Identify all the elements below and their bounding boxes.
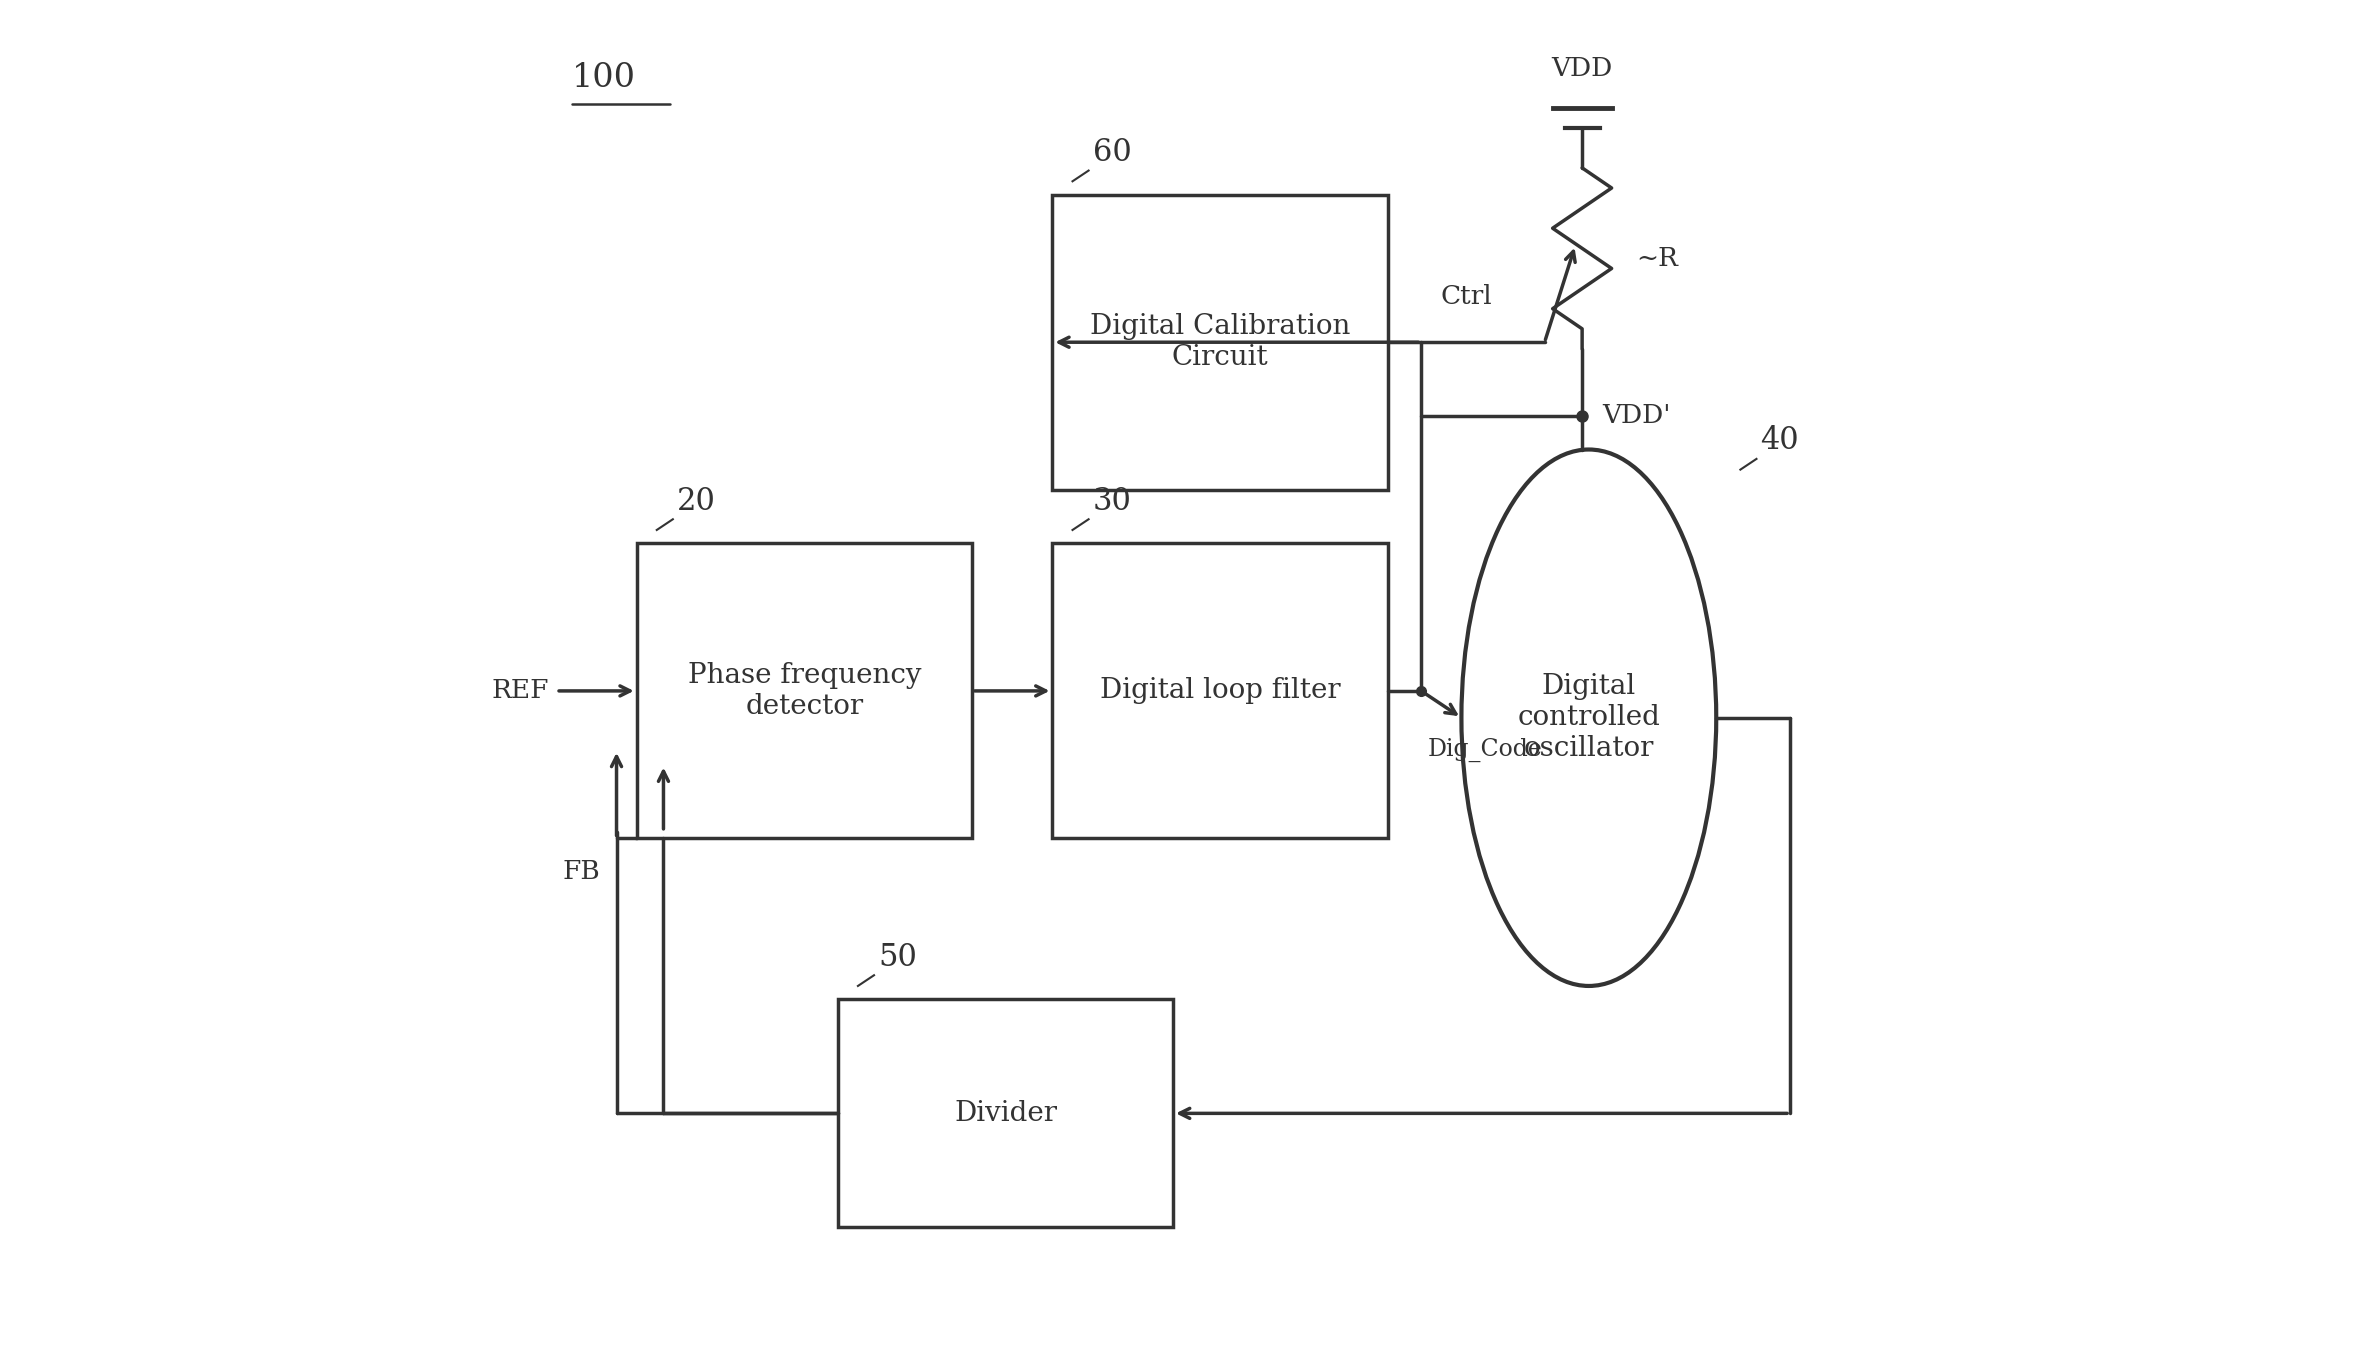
Text: 60: 60 (1092, 137, 1132, 168)
Text: Divider: Divider (954, 1100, 1056, 1127)
Text: 40: 40 (1761, 425, 1799, 457)
Bar (1051, 543, 1388, 839)
Text: VDD: VDD (1552, 56, 1614, 81)
Text: Digital Calibration
Circuit: Digital Calibration Circuit (1089, 313, 1350, 371)
Text: VDD': VDD' (1602, 404, 1671, 428)
Text: FB: FB (562, 859, 600, 885)
Text: Digital
controlled
oscillator: Digital controlled oscillator (1516, 673, 1661, 763)
Text: 30: 30 (1092, 485, 1132, 516)
Text: REF: REF (491, 679, 551, 703)
Text: Dig_Code: Dig_Code (1429, 738, 1542, 762)
Text: 20: 20 (676, 485, 717, 516)
Text: Ctrl: Ctrl (1440, 283, 1493, 309)
Text: ~R: ~R (1635, 245, 1678, 271)
Text: Digital loop filter: Digital loop filter (1099, 678, 1341, 705)
Bar (838, 1000, 1172, 1228)
Bar (636, 543, 973, 839)
Bar (1051, 195, 1388, 489)
Text: 100: 100 (572, 62, 636, 93)
Text: Phase frequency
detector: Phase frequency detector (688, 661, 921, 720)
Text: 50: 50 (878, 942, 916, 973)
